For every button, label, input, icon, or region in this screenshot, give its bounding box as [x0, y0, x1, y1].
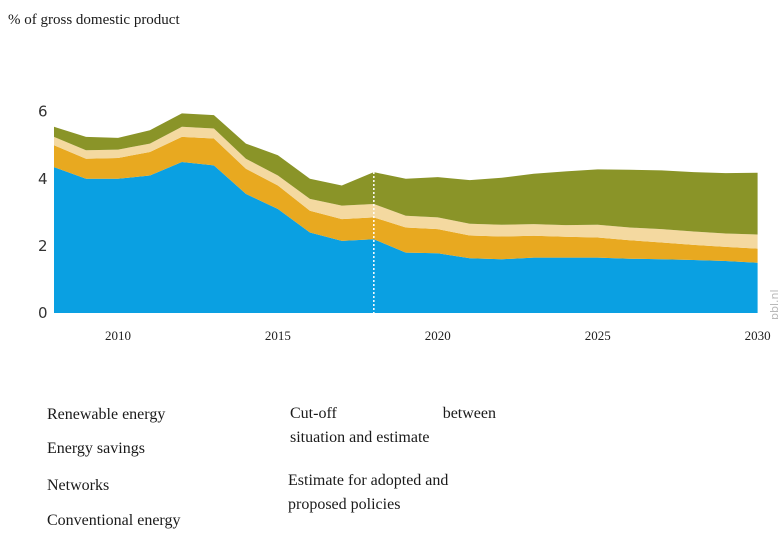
x-axis-ticks: 2010 2015 2020 2025 2030: [105, 328, 771, 343]
estimate-note-line1: Estimate for adopted and: [288, 472, 449, 489]
y-tick-label: 2: [38, 237, 48, 255]
chart-areas: [54, 113, 758, 313]
legend-item-networks: Networks: [47, 477, 110, 494]
area-networks: [54, 136, 758, 263]
area-renewable-energy: [54, 113, 758, 235]
y-axis-title: % of gross domestic product: [8, 12, 180, 28]
legend-item-conventional: Conventional energy: [47, 512, 181, 529]
x-tick-label: 2020: [425, 328, 451, 343]
y-tick-label: 4: [38, 170, 48, 188]
estimate-note: Estimate for adopted and proposed polici…: [288, 469, 503, 517]
cutoff-note-word1: Cut-off: [290, 405, 337, 422]
x-tick-label: 2025: [585, 328, 611, 343]
y-axis-ticks: 0 2 4 6: [38, 103, 48, 322]
x-tick-label: 2030: [745, 328, 771, 343]
legend-item-savings: Energy savings: [47, 440, 145, 457]
x-tick-label: 2010: [105, 328, 131, 343]
estimate-note-line2: proposed policies: [288, 496, 401, 513]
cutoff-note-line2: situation and estimate: [290, 429, 430, 446]
y-tick-label: 6: [38, 103, 48, 121]
legend-item-renewable: Renewable energy: [47, 406, 166, 423]
watermark-text: pbl.nl: [768, 289, 778, 320]
area-energy-savings: [54, 126, 758, 249]
y-tick-label: 0: [38, 304, 48, 322]
x-tick-label: 2015: [265, 328, 291, 343]
cutoff-note: Cut-off between situation and estimate: [290, 402, 496, 450]
area-conventional-energy: [54, 162, 758, 313]
cutoff-note-word2: between: [442, 405, 496, 422]
